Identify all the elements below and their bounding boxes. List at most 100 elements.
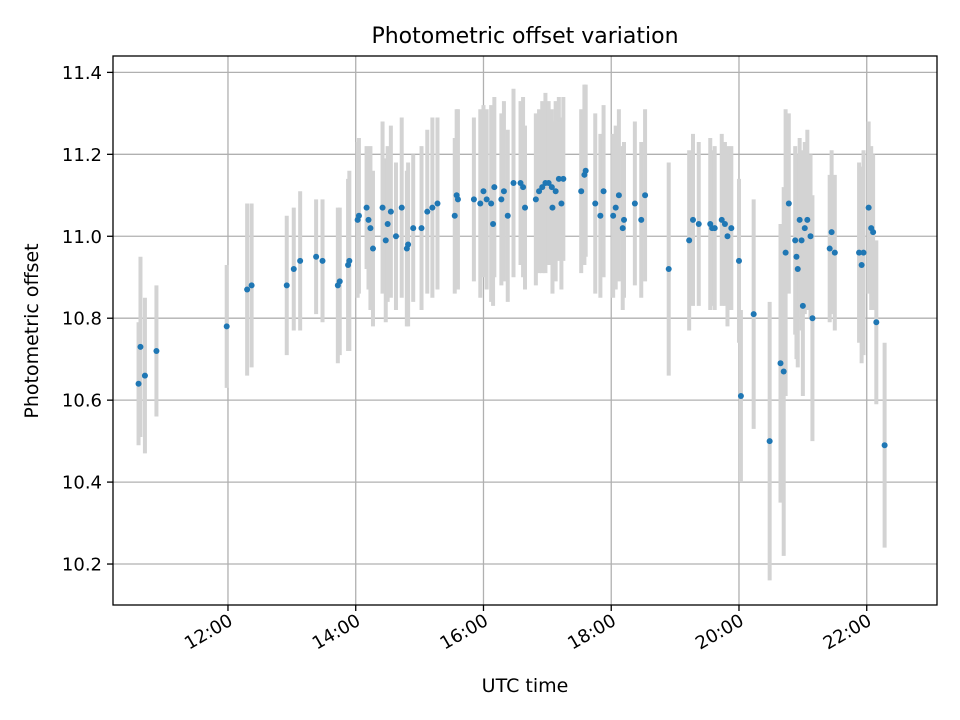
data-point bbox=[856, 249, 863, 256]
data-point bbox=[536, 188, 543, 195]
data-point bbox=[539, 184, 546, 191]
data-point bbox=[801, 225, 808, 232]
data-point bbox=[382, 237, 389, 244]
data-point bbox=[500, 188, 507, 195]
data-point bbox=[665, 266, 672, 273]
data-point bbox=[552, 188, 559, 195]
data-point bbox=[870, 229, 877, 236]
data-point bbox=[792, 237, 799, 244]
data-point bbox=[491, 184, 498, 191]
data-point bbox=[451, 212, 458, 219]
data-point bbox=[782, 249, 789, 256]
data-point bbox=[721, 220, 728, 227]
data-point bbox=[410, 225, 417, 232]
plot-area: 12:00 14:00 16:00 18:00 20:00 22:0010.210.410… bbox=[62, 55, 938, 654]
data-point bbox=[137, 343, 144, 350]
data-point bbox=[582, 167, 589, 174]
data-point bbox=[828, 229, 835, 236]
data-point bbox=[728, 225, 735, 232]
data-point bbox=[510, 180, 517, 187]
data-point bbox=[429, 204, 436, 211]
data-point bbox=[504, 212, 511, 219]
y-tick-label: 10.2 bbox=[62, 555, 102, 576]
data-point bbox=[490, 220, 497, 227]
data-point bbox=[365, 216, 372, 223]
data-point bbox=[881, 442, 888, 449]
data-point bbox=[392, 233, 399, 240]
data-point bbox=[135, 380, 142, 387]
data-point bbox=[718, 216, 725, 223]
data-point bbox=[860, 249, 867, 256]
data-point bbox=[367, 225, 374, 232]
y-tick-label: 10.6 bbox=[62, 391, 102, 412]
data-point bbox=[555, 175, 562, 182]
data-point bbox=[398, 204, 405, 211]
data-point bbox=[290, 266, 297, 273]
data-point bbox=[777, 360, 784, 367]
data-point bbox=[283, 282, 290, 289]
data-point bbox=[346, 257, 353, 264]
data-point bbox=[434, 200, 441, 207]
data-point bbox=[488, 200, 495, 207]
data-point bbox=[615, 192, 622, 199]
data-point bbox=[686, 237, 693, 244]
data-point bbox=[711, 225, 718, 232]
data-point bbox=[532, 196, 539, 203]
data-point bbox=[724, 233, 731, 240]
data-point bbox=[826, 245, 833, 252]
data-point bbox=[600, 188, 607, 195]
data-point bbox=[560, 175, 567, 182]
axes-frame bbox=[112, 55, 938, 606]
data-point bbox=[794, 266, 801, 273]
data-point bbox=[379, 204, 386, 211]
data-point bbox=[796, 216, 803, 223]
data-point bbox=[619, 225, 626, 232]
data-point bbox=[780, 368, 787, 375]
data-point bbox=[248, 282, 255, 289]
data-point bbox=[610, 212, 617, 219]
data-point bbox=[804, 216, 811, 223]
data-point bbox=[313, 253, 320, 260]
data-point bbox=[631, 200, 638, 207]
y-tick-label: 11.2 bbox=[62, 145, 102, 166]
data-point bbox=[638, 216, 645, 223]
y-tick-label: 10.4 bbox=[62, 473, 102, 494]
data-point bbox=[387, 208, 394, 215]
x-axis-label: UTC time bbox=[482, 675, 569, 697]
data-point bbox=[545, 180, 552, 187]
data-point bbox=[424, 208, 431, 215]
data-point bbox=[858, 261, 865, 268]
data-point bbox=[153, 347, 160, 354]
y-axis-label: Photometric offset bbox=[21, 243, 43, 418]
data-point bbox=[799, 302, 806, 309]
data-point bbox=[336, 278, 343, 285]
data-point bbox=[809, 315, 816, 322]
data-point bbox=[384, 220, 391, 227]
data-point bbox=[785, 200, 792, 207]
chart-title: Photometric offset variation bbox=[371, 24, 678, 49]
data-point bbox=[477, 200, 484, 207]
data-point bbox=[873, 319, 880, 326]
data-point bbox=[642, 192, 649, 199]
data-point bbox=[597, 212, 604, 219]
data-point bbox=[612, 204, 619, 211]
data-point bbox=[865, 204, 872, 211]
y-tick-label: 11.4 bbox=[62, 63, 102, 84]
data-point bbox=[549, 204, 556, 211]
data-point bbox=[297, 257, 304, 264]
data-point bbox=[578, 188, 585, 195]
data-point bbox=[807, 233, 814, 240]
data-point bbox=[498, 196, 505, 203]
data-point bbox=[798, 237, 805, 244]
data-point bbox=[244, 286, 251, 293]
data-point bbox=[737, 393, 744, 400]
data-point bbox=[793, 253, 800, 260]
data-point bbox=[363, 204, 370, 211]
data-point bbox=[454, 196, 461, 203]
data-point bbox=[483, 196, 490, 203]
data-point bbox=[522, 204, 528, 211]
data-point bbox=[369, 245, 376, 252]
data-point bbox=[470, 196, 477, 203]
data-point bbox=[480, 188, 487, 195]
